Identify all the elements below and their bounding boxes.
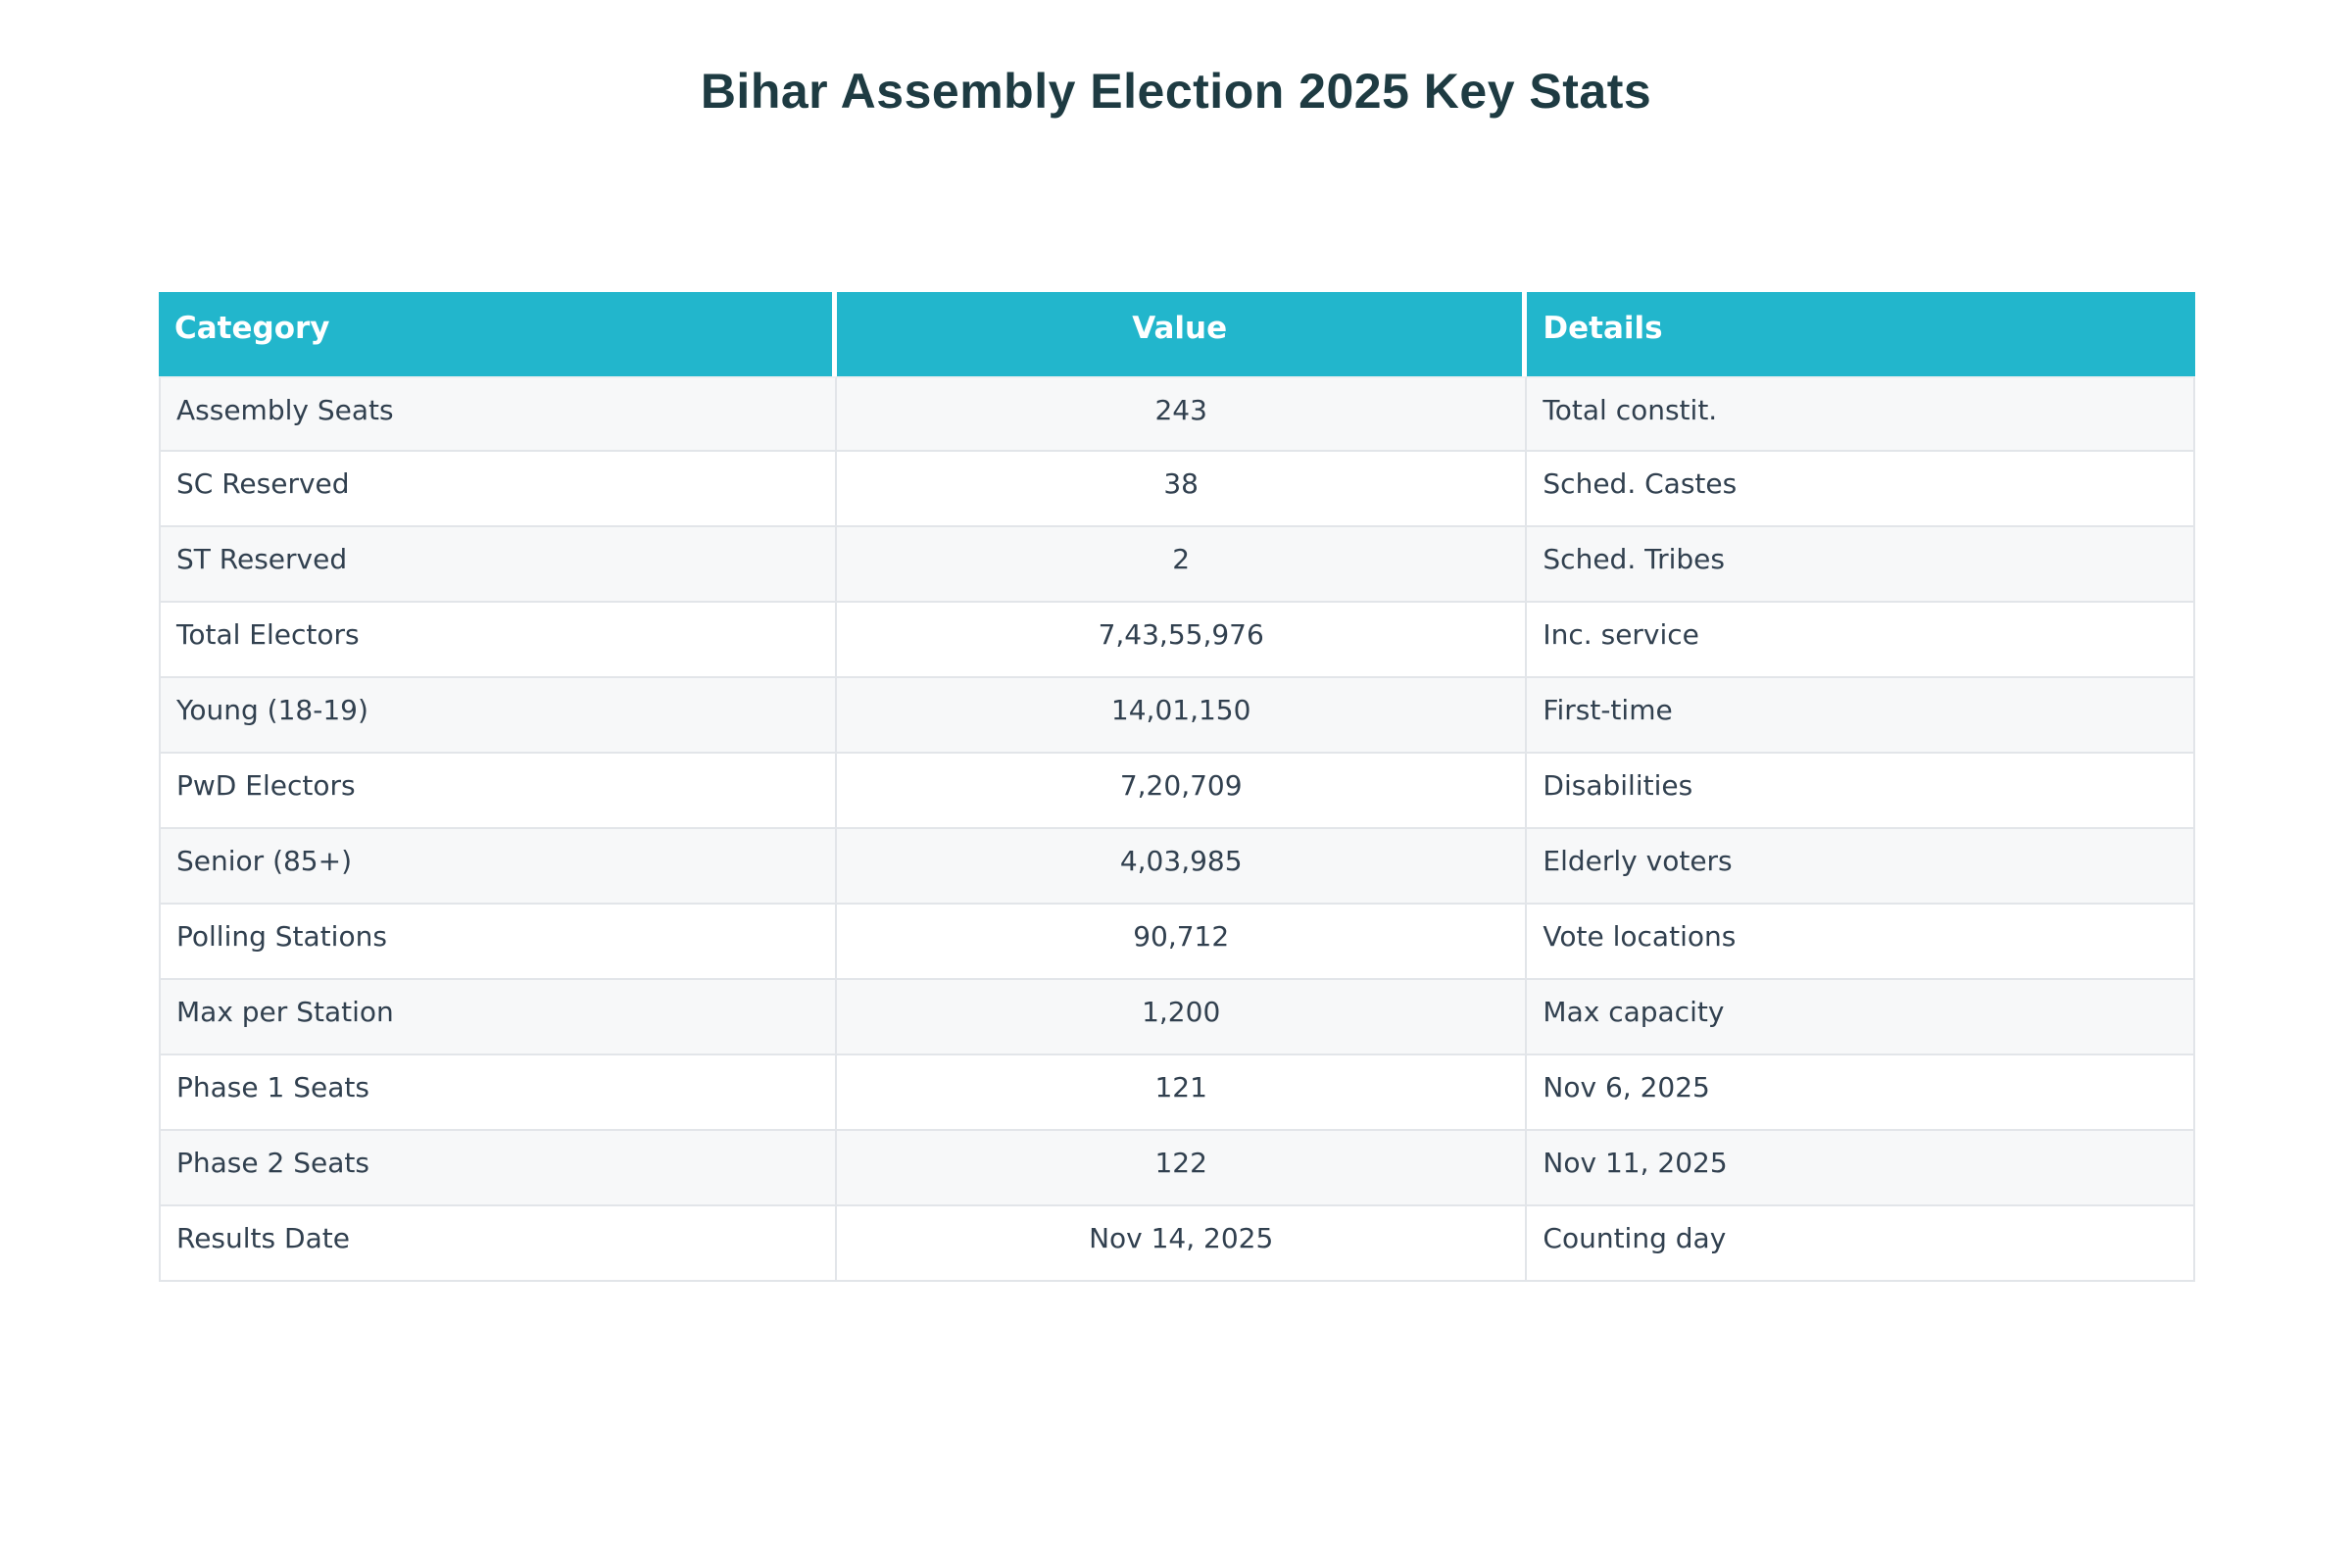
details-cell: Max capacity — [1527, 980, 2195, 1055]
value-cell: Nov 14, 2025 — [836, 1206, 1528, 1282]
value-cell: 121 — [836, 1055, 1528, 1131]
details-cell: Counting day — [1527, 1206, 2195, 1282]
category-cell: Senior (85+) — [159, 829, 837, 905]
category-cell: ST Reserved — [159, 527, 837, 603]
table-row: Assembly Seats 243 Total constit. — [159, 376, 2195, 452]
value-cell: 122 — [836, 1131, 1528, 1206]
details-cell: Inc. service — [1527, 603, 2195, 678]
header-category: Category — [159, 292, 837, 376]
stats-table-container: Category Value Details Assembly Seats 243… — [159, 292, 2195, 1282]
table-row: Senior (85+) 4,03,985 Elderly voters — [159, 829, 2195, 905]
table-row: SC Reserved 38 Sched. Castes — [159, 452, 2195, 527]
table-row: Phase 1 Seats 121 Nov 6, 2025 — [159, 1055, 2195, 1131]
value-cell: 38 — [836, 452, 1528, 527]
table-row: Phase 2 Seats 122 Nov 11, 2025 — [159, 1131, 2195, 1206]
table-row: Polling Stations 90,712 Vote locations — [159, 905, 2195, 980]
details-cell: First-time — [1527, 678, 2195, 754]
table-row: Results Date Nov 14, 2025 Counting day — [159, 1206, 2195, 1282]
details-cell: Sched. Castes — [1527, 452, 2195, 527]
table-header: Category Value Details — [159, 292, 2195, 376]
category-cell: Phase 1 Seats — [159, 1055, 837, 1131]
category-cell: SC Reserved — [159, 452, 837, 527]
value-cell: 7,43,55,976 — [836, 603, 1528, 678]
value-cell: 4,03,985 — [836, 829, 1528, 905]
table-row: Total Electors 7,43,55,976 Inc. service — [159, 603, 2195, 678]
category-cell: Total Electors — [159, 603, 837, 678]
value-cell: 14,01,150 — [836, 678, 1528, 754]
category-cell: Max per Station — [159, 980, 837, 1055]
details-cell: Nov 11, 2025 — [1527, 1131, 2195, 1206]
value-cell: 7,20,709 — [836, 754, 1528, 829]
details-cell: Total constit. — [1527, 376, 2195, 452]
category-cell: Results Date — [159, 1206, 837, 1282]
value-cell: 243 — [836, 376, 1528, 452]
details-cell: Disabilities — [1527, 754, 2195, 829]
value-cell: 1,200 — [836, 980, 1528, 1055]
details-cell: Sched. Tribes — [1527, 527, 2195, 603]
category-cell: Young (18-19) — [159, 678, 837, 754]
header-value: Value — [836, 292, 1528, 376]
stats-table: Category Value Details Assembly Seats 243… — [159, 292, 2195, 1282]
value-cell: 90,712 — [836, 905, 1528, 980]
table-row: PwD Electors 7,20,709 Disabilities — [159, 754, 2195, 829]
header-details: Details — [1527, 292, 2195, 376]
table-row: Young (18-19) 14,01,150 First-time — [159, 678, 2195, 754]
table-row: ST Reserved 2 Sched. Tribes — [159, 527, 2195, 603]
details-cell: Elderly voters — [1527, 829, 2195, 905]
table-row: Max per Station 1,200 Max capacity — [159, 980, 2195, 1055]
details-cell: Vote locations — [1527, 905, 2195, 980]
details-cell: Nov 6, 2025 — [1527, 1055, 2195, 1131]
table-body: Assembly Seats 243 Total constit. SC Reserv… — [159, 376, 2195, 1282]
page-title: Bihar Assembly Election 2025 Key Stats — [700, 64, 1652, 119]
header-row: Category Value Details — [159, 292, 2195, 376]
category-cell: Assembly Seats — [159, 376, 837, 452]
category-cell: Phase 2 Seats — [159, 1131, 837, 1206]
value-cell: 2 — [836, 527, 1528, 603]
category-cell: Polling Stations — [159, 905, 837, 980]
category-cell: PwD Electors — [159, 754, 837, 829]
